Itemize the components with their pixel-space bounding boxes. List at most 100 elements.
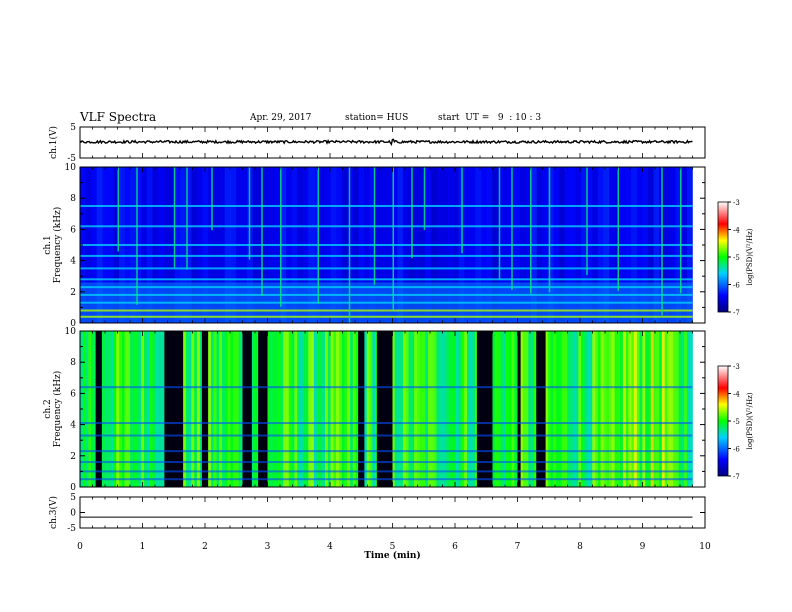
ch1-spike-16 — [511, 167, 513, 290]
ch1-waveform-trace — [79, 138, 693, 146]
ch2-dark-interval-8 — [517, 331, 521, 487]
xtick-label: 7 — [515, 542, 521, 552]
ch2-band-2 — [80, 461, 693, 464]
ytick-label: 2 — [70, 452, 76, 462]
xtick-label: 4 — [327, 542, 333, 552]
ch2-band-6 — [80, 386, 693, 389]
ch2-dark-interval-6 — [376, 331, 393, 487]
ch1-band-7 — [80, 254, 693, 257]
ylabel: ch.1(V) — [48, 126, 59, 159]
ch1-spike-21 — [661, 167, 663, 316]
ch1-spike-14 — [461, 167, 463, 254]
ytick-label: 8 — [70, 358, 76, 368]
ch2-dark-interval-4 — [258, 331, 268, 487]
xaxis-label: Time (min) — [364, 550, 421, 561]
ylabel-channel: ch.2 — [43, 399, 53, 418]
ch1-spike-15 — [498, 167, 501, 279]
ytick-label: 5 — [70, 493, 76, 503]
ch2-dark-interval-2 — [201, 331, 209, 487]
ch1-spectrogram-image — [80, 167, 693, 323]
xtick-label: 10 — [699, 542, 711, 552]
ch2-dark-interval-1 — [164, 331, 184, 487]
ylabel-frequency: Frequency (kHz) — [52, 207, 63, 284]
colorbar-tick-label: -3 — [733, 363, 740, 371]
ytick-label: 5 — [70, 123, 76, 133]
ch1-band-8 — [80, 244, 693, 246]
ytick-label: 0 — [70, 509, 76, 519]
ch1-spike-6 — [261, 167, 263, 296]
ch1-band-1 — [80, 309, 693, 312]
ch1-band-6 — [80, 267, 693, 270]
ch1-spike-3 — [186, 167, 188, 270]
ytick-label: 2 — [70, 288, 76, 298]
ytick-label: 6 — [70, 225, 76, 235]
ch2-band-1 — [80, 470, 693, 473]
colorbar-label: log(PSD)(V²/Hz) — [746, 228, 754, 285]
ytick-label: 6 — [70, 389, 76, 399]
ytick-label: 10 — [65, 327, 77, 337]
colorbar-tick-label: -7 — [733, 473, 740, 481]
ch2-spectrogram-image — [80, 331, 693, 487]
ch2-band-0 — [80, 478, 693, 481]
ch2-dark-interval-7 — [476, 331, 493, 487]
ch1-band-10 — [80, 205, 693, 207]
ch1-spike-7 — [280, 167, 282, 307]
start-time-label: start UT = 9 : 10 : 3 — [438, 113, 542, 123]
ch1-spike-8 — [317, 167, 319, 304]
ch1-band-4 — [80, 286, 693, 289]
colorbar-label: log(PSD)(V²/Hz) — [746, 392, 754, 449]
xtick-label: 3 — [265, 542, 271, 552]
xtick-label: 6 — [452, 542, 458, 552]
ytick-label: 4 — [70, 421, 76, 431]
ylabel: ch.3(V) — [48, 496, 59, 529]
ch1-spike-20 — [617, 167, 619, 291]
colorbar-tick-label: -5 — [733, 254, 740, 262]
ytick-label: 0 — [70, 483, 76, 493]
xtick-label: 2 — [202, 542, 208, 552]
xtick-label: 5 — [390, 542, 396, 552]
ytick-label: 8 — [70, 194, 76, 204]
station-label: station= HUS — [345, 113, 409, 123]
ch2-colorbar — [717, 365, 729, 477]
date-label: Apr. 29, 2017 — [250, 113, 312, 123]
ch2-band-4 — [80, 434, 693, 437]
colorbar-tick-label: -3 — [733, 199, 740, 207]
ch1-spike-1 — [136, 167, 138, 305]
ytick-label: 4 — [70, 257, 76, 267]
xtick-label: 8 — [577, 542, 583, 552]
ch1-colorbar — [717, 201, 729, 313]
ch1-band-2 — [80, 301, 693, 304]
ch1-spike-19 — [586, 167, 588, 276]
ytick-label: -5 — [67, 154, 76, 164]
colorbar-tick-label: -6 — [733, 282, 740, 290]
ch1-band-0 — [80, 315, 693, 318]
ch1-spike-0 — [117, 167, 119, 252]
ch1-spike-2 — [173, 167, 176, 268]
figure-title: VLF Spectra — [80, 110, 157, 124]
ch2-dark-interval-0 — [95, 331, 102, 487]
ch1-band-5 — [80, 278, 693, 281]
colorbar-tick-label: -6 — [733, 446, 740, 454]
ytick-label: 10 — [65, 163, 77, 173]
xtick-label: 9 — [640, 542, 646, 552]
ylabel-channel: ch.1 — [43, 235, 53, 254]
ch2-dark-interval-5 — [358, 331, 365, 487]
ch2-band-3 — [80, 450, 693, 453]
colorbar-tick-label: -4 — [733, 391, 740, 399]
ch1-spike-22 — [680, 167, 682, 294]
ch1-spike-5 — [248, 167, 251, 260]
ch1-spike-13 — [423, 167, 426, 230]
ch2-dark-interval-9 — [536, 331, 546, 487]
colorbar-tick-label: -7 — [733, 309, 740, 317]
ch1-band-3 — [80, 293, 693, 296]
ch1-band-9 — [80, 225, 693, 228]
ch1-spike-11 — [392, 167, 394, 310]
xtick-label: 0 — [77, 542, 83, 552]
colorbar-tick-label: -5 — [733, 418, 740, 426]
ytick-label: -5 — [67, 524, 76, 534]
colorbar-tick-label: -4 — [733, 227, 740, 235]
ch2-dark-interval-3 — [242, 331, 252, 487]
ch1-spike-10 — [373, 167, 376, 285]
